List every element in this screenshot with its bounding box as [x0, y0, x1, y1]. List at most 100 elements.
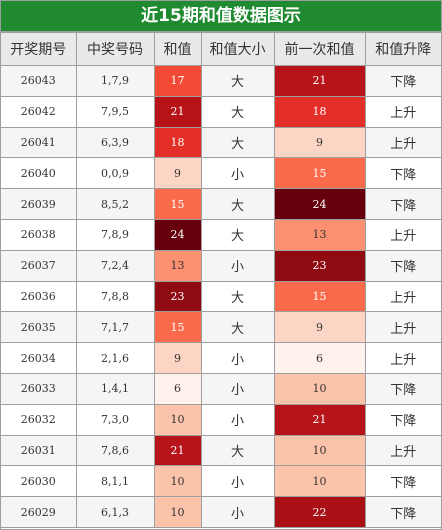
table-row: 26042 7,9,5 21 大 18 上升	[1, 95, 441, 128]
size-cell: 小	[200, 403, 275, 436]
size-cell: 小	[200, 342, 275, 374]
numbers-cell: 7,9,5	[75, 95, 155, 128]
prev-sum-cell: 9	[273, 311, 366, 344]
sum-cell: 21	[153, 434, 202, 467]
trend-cell: 下降	[364, 188, 441, 220]
prev-sum-cell: 22	[273, 496, 366, 528]
sum-cell: 18	[153, 126, 202, 159]
header-sum: 和值	[153, 32, 202, 66]
numbers-cell: 7,2,4	[75, 249, 155, 282]
table-row: 26029 6,1,3 10 小 22 下降	[1, 496, 441, 528]
prev-sum-cell: 18	[273, 95, 366, 128]
prev-sum-cell: 15	[273, 157, 366, 190]
numbers-cell: 7,8,8	[75, 280, 155, 313]
prev-sum-cell: 15	[273, 280, 366, 313]
sum-cell: 15	[153, 311, 202, 344]
header-numbers: 中奖号码	[75, 32, 155, 66]
table-row: 26033 1,4,1 6 小 10 下降	[1, 372, 441, 405]
trend-cell: 下降	[364, 372, 441, 405]
trend-cell: 上升	[364, 280, 441, 313]
header-size: 和值大小	[200, 32, 275, 66]
prev-sum-cell: 6	[273, 342, 366, 374]
sum-cell: 10	[153, 465, 202, 498]
prev-sum-cell: 21	[273, 403, 366, 436]
numbers-cell: 6,1,3	[75, 496, 155, 528]
table-row: 26035 7,1,7 15 大 9 上升	[1, 311, 441, 344]
numbers-cell: 7,1,7	[75, 311, 155, 344]
numbers-cell: 1,7,9	[75, 65, 155, 97]
trend-cell: 上升	[364, 311, 441, 344]
size-cell: 大	[200, 311, 275, 344]
trend-cell: 下降	[364, 403, 441, 436]
trend-cell: 上升	[364, 434, 441, 467]
issue-cell: 26032	[1, 403, 77, 436]
size-cell: 小	[200, 249, 275, 282]
issue-cell: 26041	[1, 126, 77, 159]
panel-title: 近15期和值数据图示	[1, 1, 441, 32]
sum-cell: 23	[153, 280, 202, 313]
size-cell: 小	[200, 465, 275, 498]
size-cell: 大	[200, 434, 275, 467]
sum-cell: 10	[153, 403, 202, 436]
numbers-cell: 7,8,6	[75, 434, 155, 467]
prev-sum-cell: 9	[273, 126, 366, 159]
trend-cell: 上升	[364, 126, 441, 159]
numbers-cell: 1,4,1	[75, 372, 155, 405]
table-row: 26037 7,2,4 13 小 23 下降	[1, 249, 441, 282]
header-prev-sum: 前一次和值	[273, 32, 366, 66]
table-row: 26030 8,1,1 10 小 10 下降	[1, 465, 441, 498]
issue-cell: 26043	[1, 65, 77, 97]
table-header-row: 开奖期号 中奖号码 和值 和值大小 前一次和值 和值升降	[1, 32, 441, 66]
issue-cell: 26036	[1, 280, 77, 313]
table-row: 26039 8,5,2 15 大 24 下降	[1, 188, 441, 220]
issue-cell: 26034	[1, 342, 77, 374]
size-cell: 小	[200, 372, 275, 405]
issue-cell: 26033	[1, 372, 77, 405]
prev-sum-cell: 10	[273, 434, 366, 467]
size-cell: 小	[200, 496, 275, 528]
size-cell: 大	[200, 218, 275, 251]
numbers-cell: 2,1,6	[75, 342, 155, 374]
table-row: 26034 2,1,6 9 小 6 上升	[1, 342, 441, 374]
trend-cell: 下降	[364, 249, 441, 282]
issue-cell: 26030	[1, 465, 77, 498]
issue-cell: 26035	[1, 311, 77, 344]
sum-data-table: 开奖期号 中奖号码 和值 和值大小 前一次和值 和值升降 26043 1,7,9 1…	[1, 32, 441, 528]
issue-cell: 26040	[1, 157, 77, 190]
prev-sum-cell: 21	[273, 65, 366, 97]
table-row: 26032 7,3,0 10 小 21 下降	[1, 403, 441, 436]
sum-cell: 13	[153, 249, 202, 282]
sum-cell: 10	[153, 496, 202, 528]
table-row: 26041 6,3,9 18 大 9 上升	[1, 126, 441, 159]
size-cell: 小	[200, 157, 275, 190]
trend-cell: 下降	[364, 465, 441, 498]
prev-sum-cell: 10	[273, 465, 366, 498]
numbers-cell: 0,0,9	[75, 157, 155, 190]
size-cell: 大	[200, 188, 275, 220]
prev-sum-cell: 23	[273, 249, 366, 282]
sum-cell: 15	[153, 188, 202, 220]
sum-cell: 17	[153, 65, 202, 97]
trend-cell: 上升	[364, 218, 441, 251]
issue-cell: 26029	[1, 496, 77, 528]
sum-cell: 9	[153, 342, 202, 374]
issue-cell: 26031	[1, 434, 77, 467]
issue-cell: 26042	[1, 95, 77, 128]
size-cell: 大	[200, 95, 275, 128]
header-trend: 和值升降	[364, 32, 441, 66]
prev-sum-cell: 13	[273, 218, 366, 251]
trend-cell: 上升	[364, 342, 441, 374]
trend-cell: 下降	[364, 496, 441, 528]
trend-cell: 上升	[364, 95, 441, 128]
size-cell: 大	[200, 126, 275, 159]
table-row: 26036 7,8,8 23 大 15 上升	[1, 280, 441, 313]
size-cell: 大	[200, 65, 275, 97]
issue-cell: 26039	[1, 188, 77, 220]
trend-cell: 下降	[364, 65, 441, 97]
trend-cell: 下降	[364, 157, 441, 190]
numbers-cell: 6,3,9	[75, 126, 155, 159]
sum-cell: 9	[153, 157, 202, 190]
table-row: 26038 7,8,9 24 大 13 上升	[1, 218, 441, 251]
issue-cell: 26037	[1, 249, 77, 282]
